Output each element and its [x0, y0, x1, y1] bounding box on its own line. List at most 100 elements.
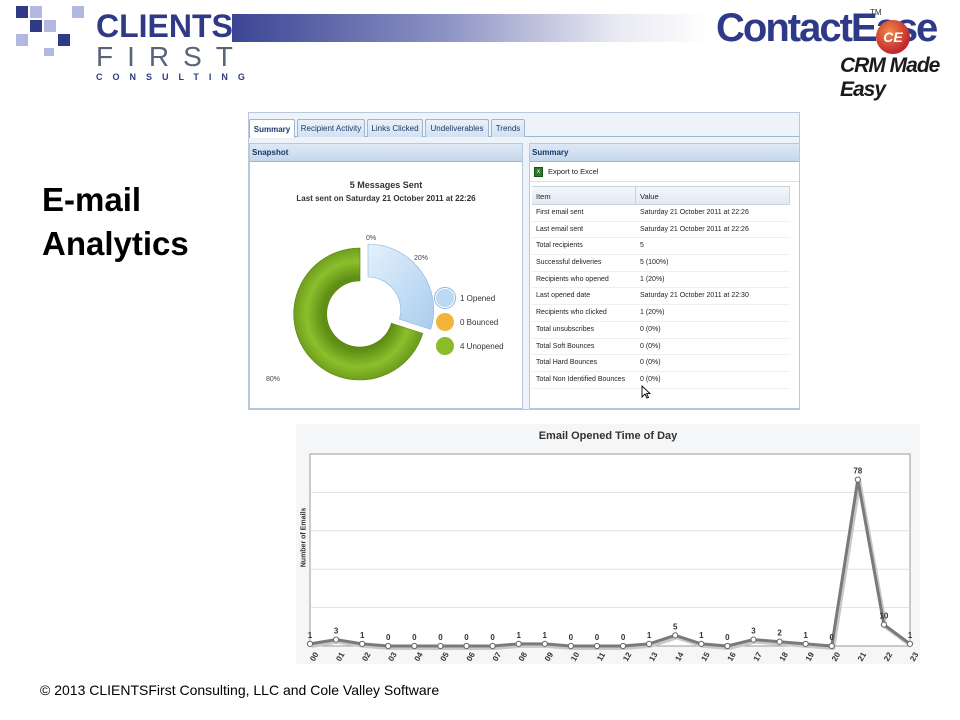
- summary-cell-item: Successful deliveries: [536, 259, 602, 267]
- summary-cell-item: Last opened date: [536, 292, 591, 300]
- summary-cell-value: 0 (0%): [640, 342, 661, 350]
- legend-item-opened[interactable]: 1 Opened: [434, 286, 504, 310]
- chart-data-label: 1: [647, 631, 652, 640]
- summary-cell-item: Total unsubscribes: [536, 325, 594, 333]
- chart-data-label: 78: [853, 467, 862, 476]
- summary-grid-row[interactable]: Recipients who clicked 1 (20%): [532, 305, 790, 322]
- summary-cell-value: 0 (0%): [640, 359, 661, 367]
- delivery-donut-chart: 0% 20% 80%: [266, 235, 435, 383]
- summary-grid-row[interactable]: First email sent Saturday 21 October 2011…: [532, 205, 790, 222]
- summary-grid-body: First email sent Saturday 21 October 2011…: [532, 205, 790, 389]
- chart-data-point: [776, 638, 783, 645]
- mouse-cursor-icon: [641, 385, 651, 399]
- summary-grid-row[interactable]: Last email sent Saturday 21 October 2011 …: [532, 222, 790, 239]
- chart-data-point: [541, 640, 548, 647]
- chart-data-label: 10: [879, 612, 888, 621]
- chart-series-line: [309, 478, 911, 648]
- chart-x-tick-label: 11: [595, 650, 607, 662]
- summary-grid-row[interactable]: Total recipients 5: [532, 238, 790, 256]
- chart-data-label: 1: [360, 631, 365, 640]
- donut-segment-unopened[interactable]: [293, 247, 424, 381]
- tab-links-clicked[interactable]: Links Clicked: [367, 119, 423, 137]
- summary-cell-item: First email sent: [536, 209, 584, 216]
- summary-grid-row[interactable]: Recipients who opened 1 (20%): [532, 272, 790, 289]
- chart-x-tick-label: 06: [465, 650, 478, 663]
- summary-grid-row[interactable]: Successful deliveries 5 (100%): [532, 255, 790, 272]
- column-header-item[interactable]: Item: [532, 187, 636, 204]
- summary-cell-item: Total Non Identified Bounces: [536, 375, 626, 383]
- clients-first-logo: CLIENTS FIRST CONSULTING: [96, 10, 255, 82]
- summary-panel: Summary x Export to Excel Item Value Fir…: [529, 143, 799, 409]
- legend-label-opened: 1 Opened: [460, 293, 496, 303]
- tab-summary[interactable]: Summary: [249, 119, 295, 138]
- chart-title: Email Opened Time of Day: [538, 430, 678, 442]
- chart-data-label: 0: [595, 633, 600, 642]
- chart-data-point: [698, 640, 705, 647]
- chart-data-label: 1: [908, 631, 913, 640]
- contactease-wordmark: ContactEase: [716, 6, 938, 50]
- tab-trends[interactable]: Trends: [491, 119, 525, 137]
- summary-cell-item: Total Hard Bounces: [536, 359, 598, 367]
- chart-data-label: 0: [569, 633, 574, 642]
- chart-data-point: [489, 642, 496, 650]
- snapshot-panel-header: Snapshot: [250, 144, 522, 162]
- chart-data-point: [567, 642, 574, 650]
- summary-cell-value: 1 (20%): [640, 309, 665, 317]
- column-header-value[interactable]: Value: [636, 187, 790, 204]
- tab-undeliverables[interactable]: Undeliverables: [425, 119, 489, 137]
- chart-x-tick-label: 13: [647, 650, 660, 663]
- chart-data-point: [750, 636, 757, 643]
- tab-recipient-activity[interactable]: Recipient Activity: [297, 119, 365, 137]
- chart-x-tick-label: 09: [543, 650, 556, 663]
- legend-item-unopened[interactable]: 4 Unopened: [436, 334, 504, 358]
- chart-data-label: 3: [751, 627, 756, 636]
- chart-data-point: [854, 476, 861, 483]
- chart-data-point: [880, 621, 888, 628]
- summary-cell-value: 0 (0%): [640, 325, 661, 333]
- legend-label-unopened: 4 Unopened: [460, 341, 504, 351]
- chart-data-point: [515, 640, 522, 647]
- chart-data-point: [672, 632, 679, 639]
- chart-x-tick-label: 12: [621, 650, 634, 663]
- contactease-tagline: CRM Made Easy: [840, 54, 940, 101]
- summary-panel-header: Summary: [530, 144, 799, 162]
- chart-data-label: 1: [803, 631, 808, 640]
- ce-badge-icon: CE: [876, 20, 910, 54]
- chart-data-point: [906, 640, 914, 647]
- chart-x-tick-label: 15: [699, 650, 712, 663]
- legend-swatch-opened: [434, 287, 456, 309]
- chart-x-tick-label: 17: [752, 650, 765, 663]
- summary-grid-row[interactable]: Total Non Identified Bounces 0 (0%): [532, 372, 790, 389]
- summary-grid-row[interactable]: Last opened date Saturday 21 October 2011…: [532, 288, 790, 306]
- summary-grid-row[interactable]: Total Hard Bounces 0 (0%): [532, 355, 790, 372]
- logo-line-consulting: CONSULTING: [96, 72, 255, 82]
- chart-data-point: [306, 640, 314, 647]
- summary-grid-row[interactable]: Total unsubscribes 0 (0%): [532, 322, 790, 339]
- chart-data-label: 1: [543, 631, 548, 640]
- donut-legend: 1 Opened 0 Bounced 4 Unopened: [434, 286, 504, 358]
- chart-x-tick-label: 02: [360, 650, 373, 663]
- chart-data-label: 0: [412, 633, 417, 642]
- chart-x-tick-label: 04: [413, 650, 426, 663]
- excel-icon: x: [534, 166, 543, 177]
- chart-x-tick-label: 23: [908, 650, 920, 663]
- summary-cell-item: Total Soft Bounces: [536, 342, 595, 350]
- chart-data-label: 2: [777, 629, 782, 638]
- opened-time-of-day-chart: Email Opened Time of Day Number of Email…: [296, 424, 920, 664]
- contactease-logo: ContactEase TM CE CRM Made Easy: [716, 6, 956, 101]
- chart-data-label: 0: [830, 633, 835, 642]
- chart-data-point: [828, 642, 835, 650]
- summary-grid-row[interactable]: Total Soft Bounces 0 (0%): [532, 339, 790, 356]
- summary-cell-value: 5 (100%): [640, 259, 669, 267]
- summary-cell-item: Total recipients: [536, 242, 583, 250]
- chart-data-point: [593, 642, 601, 650]
- legend-item-bounced[interactable]: 0 Bounced: [436, 310, 504, 334]
- summary-cell-value: Saturday 21 October 2011 at 22:26: [640, 209, 749, 216]
- snapshot-panel: Snapshot 5 Messages Sent Last sent on Sa…: [249, 143, 523, 409]
- chart-data-label: 0: [725, 633, 730, 642]
- donut-segment-opened[interactable]: [367, 243, 435, 330]
- copyright-footer: © 2013 CLIENTSFirst Consulting, LLC and …: [40, 682, 440, 698]
- line-chart-svg: 1003011020030040050060071081090100110121…: [306, 453, 920, 663]
- export-to-excel-button[interactable]: Export to Excel: [548, 167, 599, 176]
- chart-x-tick-label: 19: [804, 650, 817, 663]
